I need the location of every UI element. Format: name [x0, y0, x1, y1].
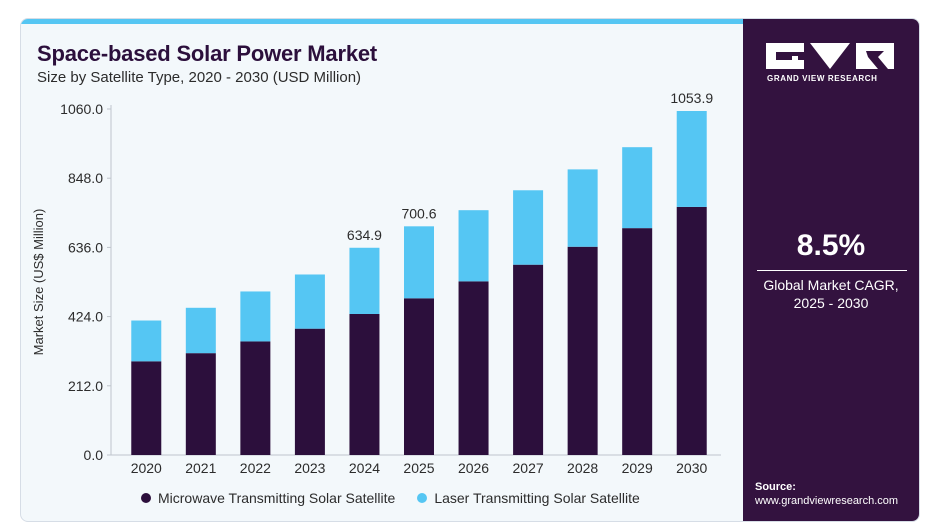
bar-laser-2026	[458, 210, 489, 282]
sidebar-panel: GRAND VIEW RESEARCH 8.5% Global Market C…	[743, 19, 919, 521]
chart-panel: Space-based Solar Power Market Size by S…	[21, 19, 743, 521]
bar-laser-2027	[513, 190, 544, 265]
data-label-2025: 700.6	[401, 205, 436, 221]
brand-name: GRAND VIEW RESEARCH	[767, 74, 878, 83]
x-tick-label: 2027	[513, 460, 544, 476]
brand-logo	[766, 43, 896, 76]
data-label-2024: 634.9	[347, 227, 382, 243]
cagr-divider	[757, 270, 907, 271]
x-tick-label: 2020	[131, 460, 162, 476]
accent-bar	[21, 19, 743, 24]
x-tick-label: 2023	[294, 460, 325, 476]
bar-laser-2030	[676, 110, 707, 207]
chart-title: Space-based Solar Power Market	[37, 41, 378, 66]
source-link[interactable]: www.grandviewresearch.com	[755, 495, 899, 507]
y-tick-label: 424.0	[68, 309, 103, 325]
y-tick-label: 212.0	[68, 378, 103, 394]
bar-laser-2028	[567, 169, 598, 247]
bar-microwave-2030	[676, 206, 707, 455]
y-tick-label: 0.0	[84, 447, 104, 463]
bar-microwave-2023	[294, 328, 325, 455]
bar-laser-2020	[131, 320, 162, 362]
legend-item-microwave: Microwave Transmitting Solar Satellite	[141, 490, 395, 506]
chart-card: Space-based Solar Power Market Size by S…	[20, 18, 920, 522]
bar-laser-2024	[349, 247, 380, 314]
x-tick-label: 2021	[185, 460, 216, 476]
bar-laser-2022	[240, 291, 271, 342]
x-tick-label: 2028	[567, 460, 598, 476]
x-tick-label: 2029	[622, 460, 653, 476]
legend-item-laser: Laser Transmitting Solar Satellite	[417, 490, 640, 506]
bar-microwave-2026	[458, 281, 489, 455]
legend-label-laser: Laser Transmitting Solar Satellite	[434, 490, 640, 506]
stacked-bar-chart: 0.0 212.0 424.0 636.0 848.0 1060.0 Market Size…	[31, 90, 721, 476]
cagr-label-line1: Global Market CAGR,	[763, 277, 899, 293]
x-tick-label: 2024	[349, 460, 380, 476]
bar-microwave-2020	[131, 361, 162, 455]
y-tick-label: 848.0	[68, 170, 103, 186]
bar-microwave-2024	[349, 313, 380, 455]
x-tick-label: 2026	[458, 460, 489, 476]
bar-laser-2021	[185, 307, 216, 354]
legend-label-microwave: Microwave Transmitting Solar Satellite	[158, 490, 396, 506]
x-tick-label: 2025	[403, 460, 434, 476]
x-tick-label: 2022	[240, 460, 271, 476]
bar-laser-2025	[404, 226, 434, 299]
y-axis-label: Market Size (US$ Million)	[31, 209, 46, 356]
source-label: Source:	[755, 481, 796, 493]
bar-microwave-2028	[567, 246, 598, 455]
bar-microwave-2027	[513, 264, 544, 455]
chart-subtitle: Size by Satellite Type, 2020 - 2030 (USD…	[37, 69, 362, 86]
bar-microwave-2021	[185, 353, 216, 455]
x-tick-label: 2030	[676, 460, 707, 476]
grand-view-research-logo-icon	[766, 43, 894, 69]
bar-microwave-2022	[240, 341, 271, 455]
bar-microwave-2029	[622, 228, 653, 455]
cagr-value: 8.5%	[796, 229, 866, 262]
y-tick-label: 1060.0	[60, 101, 103, 117]
y-tick-label: 636.0	[68, 239, 103, 255]
bar-microwave-2025	[404, 298, 434, 455]
legend: Microwave Transmitting Solar Satellite L…	[141, 490, 640, 506]
bar-laser-2029	[622, 147, 653, 229]
legend-dot-microwave	[141, 493, 151, 503]
bar-laser-2023	[294, 274, 325, 329]
legend-dot-laser	[417, 493, 428, 503]
cagr-label: Global Market CAGR, 2025 - 2030	[743, 276, 919, 312]
cagr-label-line2: 2025 - 2030	[793, 295, 869, 311]
data-label-2030: 1053.9	[670, 90, 713, 106]
